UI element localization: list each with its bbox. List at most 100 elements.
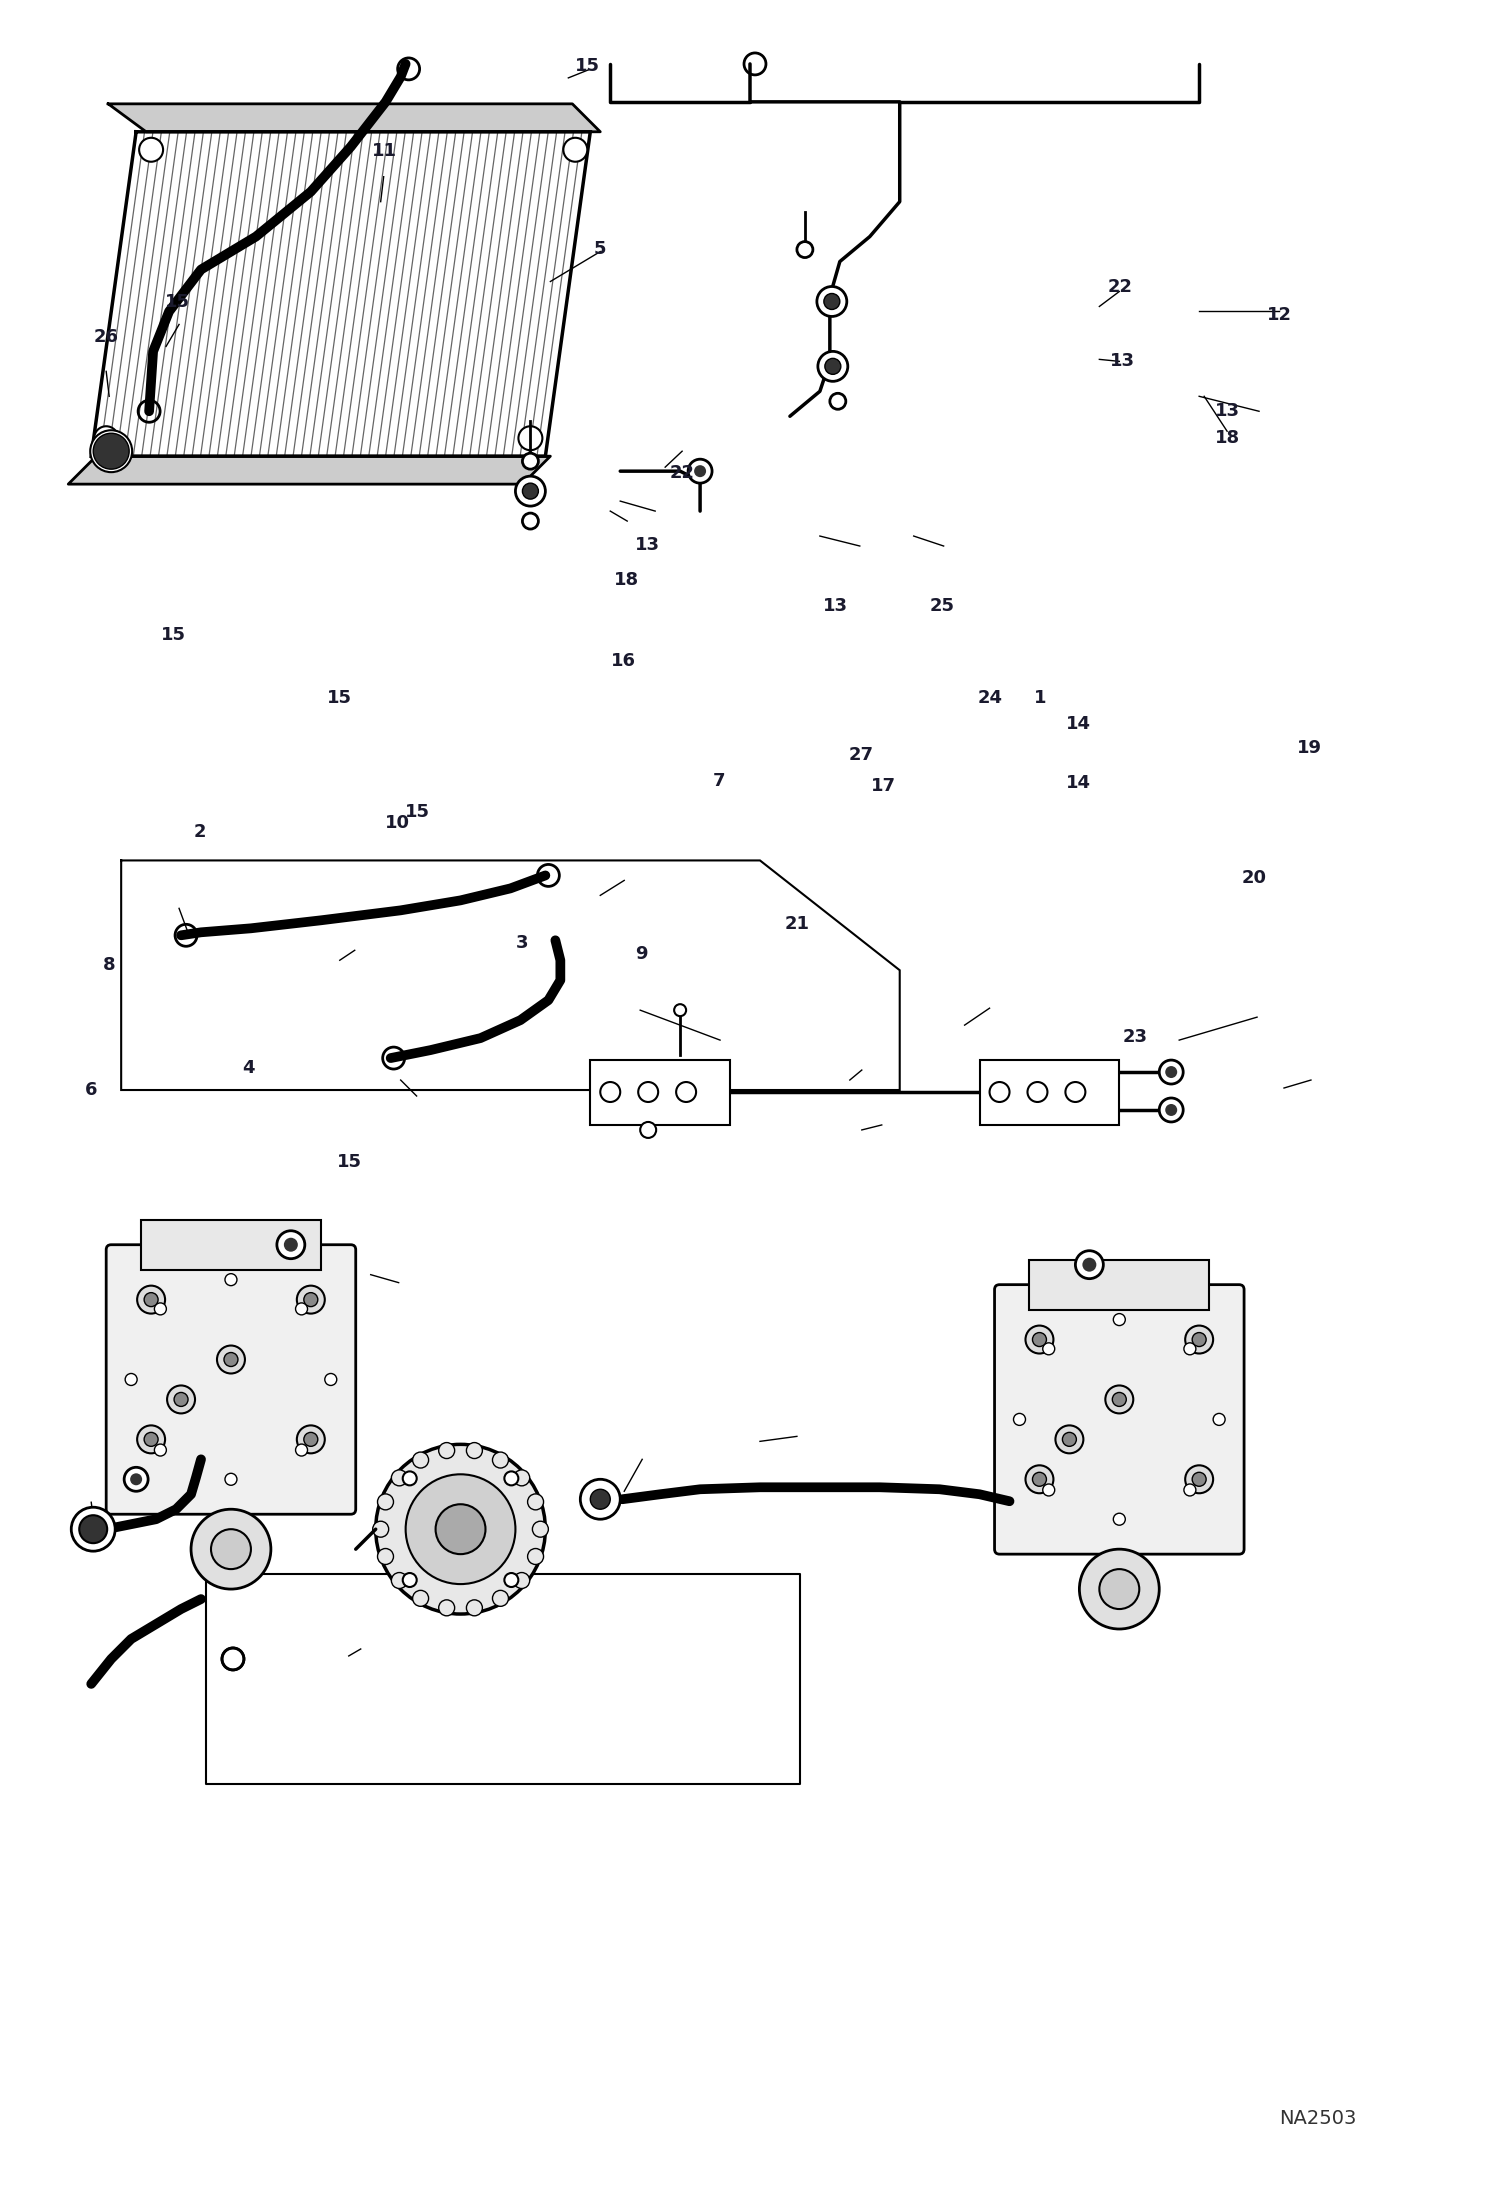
Circle shape <box>1032 1472 1047 1487</box>
Circle shape <box>1159 1099 1183 1123</box>
Circle shape <box>94 425 118 450</box>
Text: 3: 3 <box>515 934 527 952</box>
Circle shape <box>676 1081 697 1103</box>
Polygon shape <box>69 456 550 485</box>
Circle shape <box>304 1292 318 1307</box>
Circle shape <box>1113 1513 1125 1524</box>
Circle shape <box>1192 1333 1206 1347</box>
Circle shape <box>93 434 129 469</box>
Text: 9: 9 <box>635 945 647 963</box>
Circle shape <box>1080 1548 1159 1629</box>
Text: 23: 23 <box>1122 1029 1147 1046</box>
Text: 19: 19 <box>1297 739 1323 757</box>
Circle shape <box>295 1443 307 1456</box>
Circle shape <box>168 1386 195 1414</box>
Circle shape <box>493 1452 508 1467</box>
Circle shape <box>406 1474 515 1583</box>
Circle shape <box>283 1237 298 1252</box>
Circle shape <box>1185 1325 1213 1353</box>
Text: 25: 25 <box>929 596 954 616</box>
Text: 15: 15 <box>575 57 601 75</box>
Circle shape <box>225 1474 237 1485</box>
Circle shape <box>601 1081 620 1103</box>
Circle shape <box>1014 1414 1026 1425</box>
Circle shape <box>1113 1314 1125 1325</box>
Circle shape <box>403 1572 416 1588</box>
Text: 10: 10 <box>385 814 410 831</box>
Circle shape <box>1026 1465 1053 1493</box>
Circle shape <box>1113 1393 1126 1406</box>
Text: 14: 14 <box>1065 715 1091 732</box>
Circle shape <box>412 1590 428 1605</box>
Circle shape <box>514 1469 530 1487</box>
Bar <box>141 1219 321 1270</box>
Circle shape <box>225 1353 238 1366</box>
Text: 27: 27 <box>849 746 873 763</box>
Circle shape <box>325 1373 337 1386</box>
Text: 17: 17 <box>870 776 896 794</box>
Circle shape <box>563 138 587 162</box>
Text: 13: 13 <box>635 535 659 555</box>
Text: 4: 4 <box>241 1059 255 1077</box>
Circle shape <box>518 425 542 450</box>
Text: 12: 12 <box>1267 307 1293 325</box>
Text: 15: 15 <box>337 1154 363 1171</box>
Bar <box>980 1059 1119 1125</box>
Text: 13: 13 <box>1215 401 1240 421</box>
Text: 18: 18 <box>614 570 640 590</box>
Circle shape <box>211 1529 252 1570</box>
Circle shape <box>466 1443 482 1458</box>
Circle shape <box>1026 1325 1053 1353</box>
Circle shape <box>403 1472 416 1485</box>
Circle shape <box>412 1452 428 1467</box>
Circle shape <box>818 351 848 382</box>
Text: 2: 2 <box>195 822 207 840</box>
Circle shape <box>688 458 712 482</box>
Circle shape <box>297 1425 325 1454</box>
Circle shape <box>1159 1059 1183 1083</box>
Circle shape <box>1056 1425 1083 1454</box>
Circle shape <box>154 1303 166 1316</box>
Circle shape <box>126 1373 138 1386</box>
Circle shape <box>532 1522 548 1537</box>
Circle shape <box>515 476 545 507</box>
Circle shape <box>527 1548 544 1564</box>
Circle shape <box>1083 1259 1097 1272</box>
Circle shape <box>391 1572 407 1588</box>
Circle shape <box>439 1601 455 1616</box>
Circle shape <box>466 1601 482 1616</box>
Circle shape <box>373 1522 388 1537</box>
Text: 5: 5 <box>593 241 605 259</box>
Circle shape <box>144 1292 159 1307</box>
Polygon shape <box>108 103 601 132</box>
Text: 21: 21 <box>785 914 809 932</box>
Text: 7: 7 <box>713 772 725 789</box>
Polygon shape <box>91 132 590 456</box>
Circle shape <box>295 1303 307 1316</box>
Circle shape <box>674 1004 686 1015</box>
Circle shape <box>192 1509 271 1590</box>
Circle shape <box>144 1432 159 1447</box>
Text: 15: 15 <box>404 803 430 820</box>
Text: 1: 1 <box>1034 689 1047 706</box>
Circle shape <box>138 1285 165 1314</box>
Circle shape <box>377 1493 394 1509</box>
Text: 24: 24 <box>977 689 1002 706</box>
Circle shape <box>174 1393 189 1406</box>
Circle shape <box>72 1507 115 1550</box>
Circle shape <box>527 1493 544 1509</box>
Text: 15: 15 <box>327 689 352 706</box>
Circle shape <box>1043 1485 1055 1496</box>
Text: 22: 22 <box>670 463 694 482</box>
Circle shape <box>154 1443 166 1456</box>
Circle shape <box>1185 1465 1213 1493</box>
Circle shape <box>797 241 813 257</box>
Circle shape <box>436 1504 485 1555</box>
Circle shape <box>1106 1386 1134 1414</box>
Circle shape <box>1183 1342 1195 1355</box>
Circle shape <box>377 1548 394 1564</box>
Circle shape <box>1192 1472 1206 1487</box>
Text: 20: 20 <box>1242 868 1267 886</box>
Circle shape <box>439 1443 455 1458</box>
Circle shape <box>523 454 538 469</box>
